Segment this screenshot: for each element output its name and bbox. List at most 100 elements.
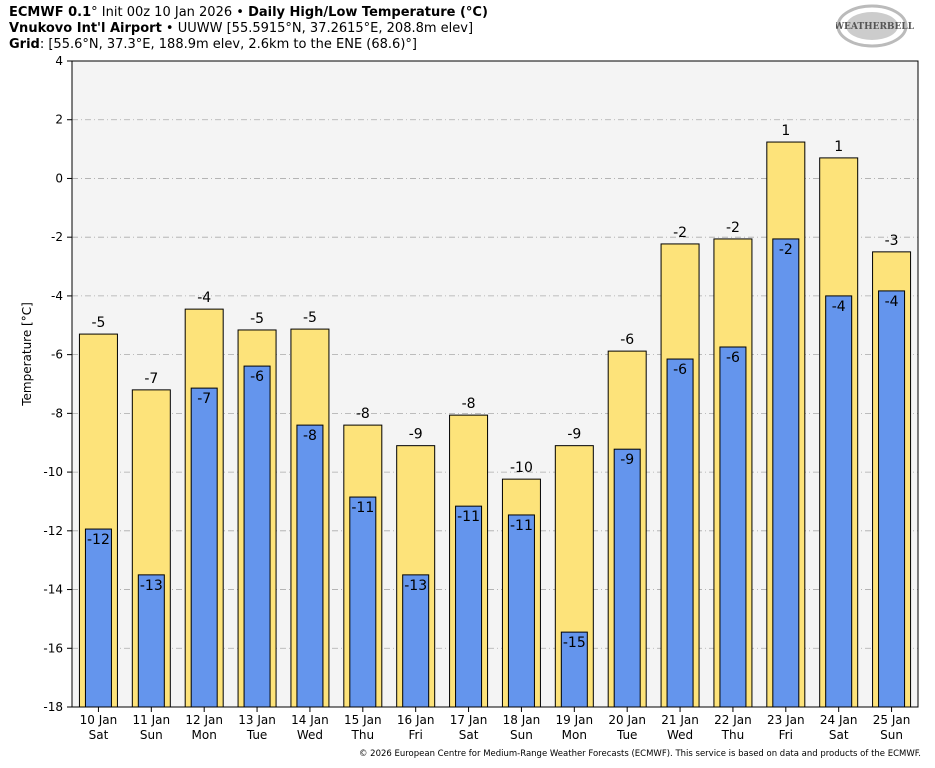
y-tick-label: -14 — [43, 583, 63, 597]
x-tick-weekday: Mon — [562, 728, 587, 742]
x-tick-weekday: Wed — [297, 728, 323, 742]
station-info: • UUWW [55.5915°N, 37.2615°E, 208.8m ele… — [161, 21, 474, 36]
copyright-footer: © 2026 European Centre for Medium-Range … — [358, 749, 921, 759]
x-tick-date: 15 Jan — [344, 713, 382, 727]
y-tick-label: -4 — [51, 289, 63, 303]
high-label: -5 — [91, 315, 105, 331]
low-label: -12 — [87, 532, 110, 548]
low-label: -11 — [351, 500, 374, 516]
x-tick-date: 18 Jan — [503, 713, 541, 727]
low-bar — [878, 290, 906, 708]
x-tick-date: 25 Jan — [873, 713, 911, 727]
low-label: -15 — [563, 635, 586, 651]
x-tick-weekday: Tue — [616, 728, 638, 742]
x-tick-weekday: Sun — [510, 728, 533, 742]
high-label: -5 — [250, 311, 264, 327]
high-label: 1 — [781, 123, 790, 139]
low-bar — [613, 448, 641, 708]
low-bar — [560, 631, 588, 708]
x-tick-weekday: Tue — [246, 728, 268, 742]
x-tick-weekday: Thu — [351, 728, 375, 742]
high-label: 1 — [834, 139, 843, 155]
low-label: -9 — [620, 452, 634, 468]
chart-title: Daily High/Low Temperature (°C) — [248, 5, 488, 20]
high-label: -8 — [462, 396, 476, 412]
low-label: -11 — [457, 509, 480, 525]
x-tick-weekday: Wed — [667, 728, 693, 742]
low-label: -6 — [250, 369, 264, 385]
low-label: -11 — [510, 518, 533, 534]
y-tick-label: 0 — [55, 171, 63, 185]
high-label: -4 — [197, 290, 211, 306]
init-time: Init 00z 10 Jan 2026 • — [97, 5, 249, 20]
x-tick-date: 10 Jan — [80, 713, 118, 727]
y-tick-label: -12 — [43, 524, 63, 538]
x-tick-weekday: Sat — [829, 728, 849, 742]
x-tick-date: 12 Jan — [185, 713, 223, 727]
high-label: -3 — [885, 233, 899, 249]
high-label: -8 — [356, 406, 370, 422]
x-tick-date: 16 Jan — [397, 713, 435, 727]
x-tick-date: 22 Jan — [714, 713, 752, 727]
y-tick-label: -8 — [51, 406, 63, 420]
low-label: -6 — [673, 362, 687, 378]
degree-sign: ° — [91, 5, 98, 20]
low-bar — [719, 346, 747, 708]
low-label: -4 — [885, 294, 899, 310]
low-bar — [296, 424, 324, 708]
chart-title-line3: Grid: [55.6°N, 37.3°E, 188.9m elev, 2.6k… — [9, 37, 417, 53]
low-bar — [190, 387, 218, 708]
low-bar — [455, 505, 483, 708]
low-label: -2 — [779, 242, 793, 258]
low-bar — [243, 365, 271, 708]
x-tick-date: 24 Jan — [820, 713, 858, 727]
svg-text:WEATHERBELL: WEATHERBELL — [836, 22, 915, 32]
x-tick-weekday: Sat — [89, 728, 109, 742]
low-label: -13 — [404, 578, 427, 594]
low-label: -7 — [197, 391, 211, 407]
x-tick-weekday: Sun — [140, 728, 163, 742]
grid-info: : [55.6°N, 37.3°E, 188.9m elev, 2.6km to… — [39, 37, 417, 52]
high-label: -5 — [303, 310, 317, 326]
high-label: -6 — [620, 332, 634, 348]
high-label: -10 — [510, 460, 533, 476]
y-axis-label: Temperature [°C] — [20, 302, 34, 407]
low-bar — [349, 496, 377, 708]
chart-title-line1: ECMWF 0.1° Init 00z 10 Jan 2026 • Daily … — [9, 5, 488, 21]
y-tick-label: 2 — [55, 113, 63, 127]
x-tick-weekday: Thu — [721, 728, 745, 742]
low-bar — [772, 238, 800, 708]
y-tick-label: -2 — [51, 230, 63, 244]
low-bar — [507, 514, 535, 708]
low-label: -8 — [303, 428, 317, 444]
x-tick-weekday: Sun — [880, 728, 903, 742]
high-label: -2 — [726, 220, 740, 236]
x-tick-date: 21 Jan — [661, 713, 699, 727]
low-label: -6 — [726, 350, 740, 366]
x-tick-date: 19 Jan — [556, 713, 594, 727]
weatherbell-logo: WEATHERBELL — [836, 4, 915, 48]
high-label: -9 — [567, 427, 581, 443]
y-tick-label: -6 — [51, 348, 63, 362]
x-tick-date: 17 Jan — [450, 713, 488, 727]
chart-title-line2: Vnukovo Int'l Airport • UUWW [55.5915°N,… — [9, 21, 473, 37]
y-tick-label: -10 — [43, 465, 63, 479]
x-tick-date: 13 Jan — [238, 713, 276, 727]
model-name: ECMWF 0.1 — [9, 5, 92, 20]
low-label: -13 — [140, 578, 163, 594]
low-label: -4 — [832, 299, 846, 315]
station-name: Vnukovo Int'l Airport — [9, 21, 162, 36]
low-bar — [137, 574, 165, 708]
low-bar — [402, 574, 430, 708]
x-tick-weekday: Fri — [409, 728, 423, 742]
plot-frame — [71, 60, 919, 708]
y-tick-label: -16 — [43, 641, 63, 655]
high-label: -2 — [673, 225, 687, 241]
y-tick-label: -18 — [43, 700, 63, 714]
high-label: -9 — [409, 427, 423, 443]
grid-label: Grid — [9, 37, 40, 52]
x-tick-date: 11 Jan — [133, 713, 171, 727]
low-bar — [666, 358, 694, 708]
low-bar — [825, 295, 853, 708]
